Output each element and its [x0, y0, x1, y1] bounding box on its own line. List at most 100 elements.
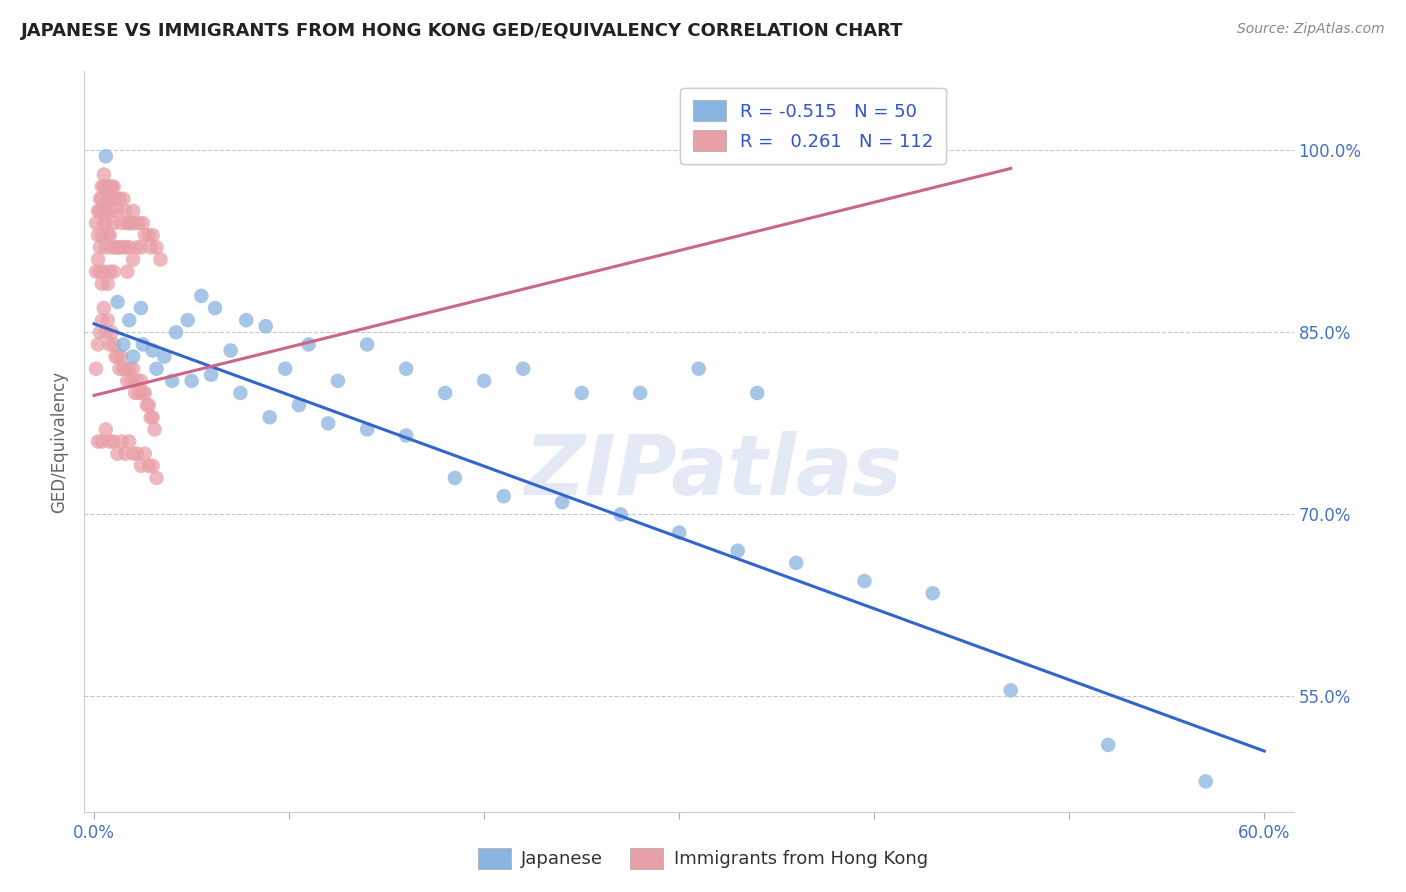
- Point: [89, 326, 111, 340]
- Point: [90, 228, 112, 243]
- Point: [107, 447, 129, 461]
- Point: [110, 216, 132, 230]
- Point: [114, 203, 136, 218]
- Point: [142, 458, 165, 473]
- Point: [1097, 738, 1119, 752]
- Point: [145, 361, 167, 376]
- Point: [93, 216, 115, 230]
- Point: [98, 337, 121, 351]
- Point: [98, 228, 121, 243]
- Point: [129, 301, 152, 315]
- Point: [472, 374, 495, 388]
- Point: [853, 574, 876, 588]
- Point: [120, 216, 142, 230]
- Point: [125, 240, 148, 254]
- Point: [104, 240, 127, 254]
- Legend: R = -0.515   N = 50, R =   0.261   N = 112: R = -0.515 N = 50, R = 0.261 N = 112: [681, 87, 946, 164]
- Text: Source: ZipAtlas.com: Source: ZipAtlas.com: [1237, 22, 1385, 37]
- Point: [200, 368, 222, 382]
- Point: [108, 192, 131, 206]
- Point: [103, 434, 125, 449]
- Point: [84, 265, 107, 279]
- Point: [142, 343, 165, 358]
- Point: [100, 326, 122, 340]
- Point: [125, 374, 148, 388]
- Point: [229, 386, 252, 401]
- Point: [190, 289, 212, 303]
- Point: [112, 240, 135, 254]
- Text: ZIPatlas: ZIPatlas: [524, 431, 903, 512]
- Point: [153, 350, 176, 364]
- Text: JAPANESE VS IMMIGRANTS FROM HONG KONG GED/EQUIVALENCY CORRELATION CHART: JAPANESE VS IMMIGRANTS FROM HONG KONG GE…: [21, 22, 904, 40]
- Point: [1195, 774, 1218, 789]
- Point: [107, 295, 129, 310]
- Point: [727, 543, 749, 558]
- Point: [142, 410, 165, 425]
- Point: [628, 386, 651, 401]
- Point: [114, 361, 136, 376]
- Point: [93, 179, 115, 194]
- Point: [97, 192, 120, 206]
- Point: [145, 240, 167, 254]
- Point: [93, 265, 115, 279]
- Point: [97, 179, 120, 194]
- Point: [138, 228, 160, 243]
- Point: [94, 422, 117, 436]
- Point: [103, 265, 125, 279]
- Point: [98, 179, 121, 194]
- Point: [94, 203, 117, 218]
- Point: [356, 337, 378, 351]
- Point: [129, 240, 152, 254]
- Point: [90, 277, 112, 291]
- Point: [145, 471, 167, 485]
- Point: [110, 434, 132, 449]
- Point: [87, 434, 110, 449]
- Point: [134, 228, 156, 243]
- Point: [298, 337, 321, 351]
- Point: [165, 326, 187, 340]
- Point: [118, 240, 141, 254]
- Point: [89, 192, 111, 206]
- Point: [98, 265, 121, 279]
- Point: [98, 434, 121, 449]
- Point: [94, 216, 117, 230]
- Point: [112, 337, 135, 351]
- Point: [134, 386, 156, 401]
- Point: [571, 386, 593, 401]
- Point: [124, 216, 146, 230]
- Point: [125, 447, 148, 461]
- Point: [93, 301, 115, 315]
- Point: [107, 203, 129, 218]
- Point: [100, 203, 122, 218]
- Point: [103, 337, 125, 351]
- Point: [87, 337, 110, 351]
- Point: [609, 508, 631, 522]
- Point: [97, 228, 120, 243]
- Point: [132, 337, 155, 351]
- Point: [512, 361, 534, 376]
- Point: [254, 319, 277, 334]
- Point: [921, 586, 943, 600]
- Point: [122, 350, 145, 364]
- Point: [114, 447, 136, 461]
- Point: [274, 361, 297, 376]
- Point: [688, 361, 710, 376]
- Point: [87, 252, 110, 267]
- Legend: Japanese, Immigrants from Hong Kong: Japanese, Immigrants from Hong Kong: [471, 840, 935, 876]
- Point: [219, 343, 242, 358]
- Point: [135, 398, 157, 412]
- Point: [112, 192, 135, 206]
- Point: [180, 374, 202, 388]
- Point: [117, 374, 139, 388]
- Point: [97, 313, 120, 327]
- Point: [94, 240, 117, 254]
- Point: [94, 149, 117, 163]
- Point: [288, 398, 311, 412]
- Point: [160, 374, 183, 388]
- Point: [177, 313, 200, 327]
- Point: [204, 301, 226, 315]
- Point: [138, 398, 160, 412]
- Point: [143, 422, 166, 436]
- Point: [124, 386, 146, 401]
- Point: [128, 386, 150, 401]
